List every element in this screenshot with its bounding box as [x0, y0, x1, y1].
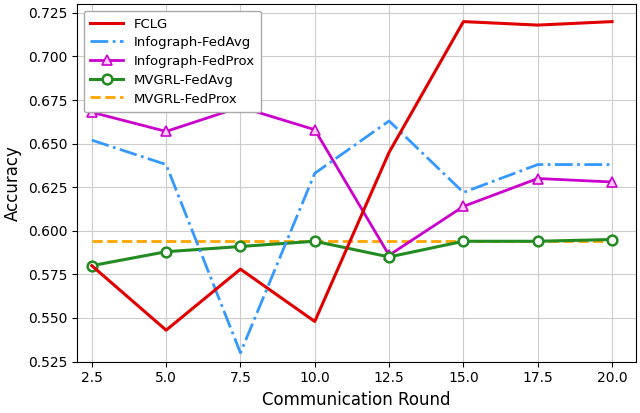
Line: MVGRL-FedAvg: MVGRL-FedAvg	[87, 235, 617, 271]
MVGRL-FedAvg	[385, 254, 393, 259]
FCLG	[88, 263, 95, 268]
Legend: FCLG, Infograph-FedAvg, Infograph-FedProx, MVGRL-FedAvg, MVGRL-FedProx: FCLG, Infograph-FedAvg, Infograph-FedPro…	[84, 11, 261, 112]
Infograph-FedAvg	[534, 162, 541, 167]
Infograph-FedAvg	[311, 171, 319, 176]
MVGRL-FedProx	[608, 239, 616, 244]
FCLG	[311, 319, 319, 324]
MVGRL-FedProx	[163, 239, 170, 244]
MVGRL-FedAvg	[311, 239, 319, 244]
MVGRL-FedProx	[385, 239, 393, 244]
FCLG	[237, 267, 244, 272]
Infograph-FedAvg	[163, 162, 170, 167]
Infograph-FedProx	[88, 110, 95, 115]
Infograph-FedAvg	[460, 190, 467, 195]
Line: Infograph-FedAvg: Infograph-FedAvg	[92, 121, 612, 353]
MVGRL-FedAvg	[163, 249, 170, 254]
MVGRL-FedAvg	[237, 244, 244, 249]
Infograph-FedProx	[534, 176, 541, 181]
Infograph-FedProx	[163, 129, 170, 134]
Infograph-FedProx	[460, 204, 467, 209]
Infograph-FedAvg	[88, 138, 95, 142]
MVGRL-FedAvg	[534, 239, 541, 244]
FCLG	[460, 19, 467, 24]
Line: FCLG: FCLG	[92, 21, 612, 330]
MVGRL-FedProx	[460, 239, 467, 244]
Infograph-FedProx	[311, 127, 319, 132]
Infograph-FedProx	[608, 180, 616, 185]
Infograph-FedProx	[385, 253, 393, 258]
MVGRL-FedProx	[311, 239, 319, 244]
Infograph-FedAvg	[237, 350, 244, 355]
Line: Infograph-FedProx: Infograph-FedProx	[87, 102, 617, 260]
Infograph-FedAvg	[385, 119, 393, 123]
MVGRL-FedProx	[88, 239, 95, 244]
FCLG	[385, 150, 393, 155]
MVGRL-FedAvg	[460, 239, 467, 244]
MVGRL-FedAvg	[88, 263, 95, 268]
FCLG	[163, 328, 170, 332]
FCLG	[534, 23, 541, 28]
MVGRL-FedAvg	[608, 237, 616, 242]
MVGRL-FedProx	[237, 239, 244, 244]
X-axis label: Communication Round: Communication Round	[262, 391, 451, 409]
Infograph-FedProx	[237, 104, 244, 109]
MVGRL-FedProx	[534, 239, 541, 244]
Y-axis label: Accuracy: Accuracy	[4, 145, 22, 221]
Infograph-FedAvg	[608, 162, 616, 167]
FCLG	[608, 19, 616, 24]
